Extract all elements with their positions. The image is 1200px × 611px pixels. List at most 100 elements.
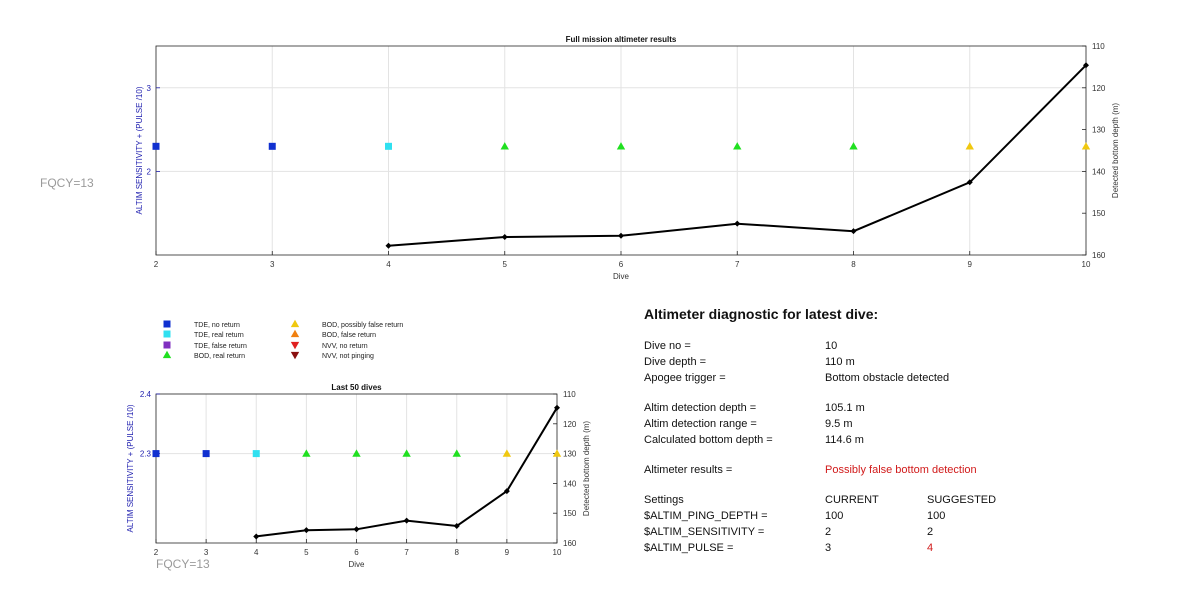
- last-50-x-tick-label: 9: [505, 548, 510, 557]
- sensitivity-label: $ALTIM_SENSITIVITY =: [644, 526, 765, 538]
- last-50-x-tick-label: 4: [254, 548, 259, 557]
- full-mission-bottom-depth-point: [385, 242, 392, 249]
- ping-depth-suggested: 100: [927, 510, 946, 522]
- last-50-status-marker: [252, 450, 260, 458]
- legend-label: BOD, possibly false return: [322, 322, 403, 329]
- legend-label: TDE, no return: [194, 322, 240, 329]
- altimeter-diagnostic-panel: Altimeter diagnostic for latest dive: Di…: [644, 306, 1164, 556]
- legend-label: BOD, false return: [322, 332, 376, 339]
- last-50-y2-axis-label: Detected bottom depth (m): [582, 421, 591, 516]
- last-50-x-tick-label: 10: [553, 548, 562, 557]
- apogee-value: Bottom obstacle detected: [825, 372, 950, 384]
- legend-marker: [290, 329, 300, 338]
- full-mission-status-marker: [385, 142, 392, 150]
- results-row: Altimeter results = Possibly false botto…: [644, 462, 1164, 478]
- altim-range-row: Altim detection range = 9.5 m: [644, 416, 1164, 432]
- full-mission-y2-axis-label: Detected bottom depth (m): [1111, 103, 1120, 198]
- last-50-status-marker: [502, 449, 512, 457]
- last-50-y-tick-label: 2.4: [140, 390, 152, 399]
- last-50-status-marker: [202, 450, 210, 458]
- calc-bottom-label: Calculated bottom depth =: [644, 434, 773, 446]
- full-mission-y2-tick-label: 150: [1092, 209, 1106, 218]
- full-mission-x-axis-label: Dive: [613, 272, 630, 281]
- full-mission-x-tick-label: 2: [154, 260, 159, 269]
- dive-depth-value: 110 m: [825, 356, 855, 368]
- full-mission-x-tick-label: 5: [503, 260, 508, 269]
- last-50-status-marker: [352, 449, 361, 457]
- last-50-x-tick-label: 7: [404, 548, 409, 557]
- full-mission-status-marker: [268, 142, 276, 150]
- last-50-bottom-depth-point: [253, 533, 260, 540]
- pulse-row: $ALTIM_PULSE = 3 4: [644, 540, 1164, 556]
- full-mission-x-tick-label: 7: [735, 260, 740, 269]
- last-50-x-tick-label: 2: [154, 548, 159, 557]
- full-mission-status-marker: [965, 142, 974, 150]
- sensitivity-current: 2: [825, 526, 832, 538]
- full-mission-status-marker: [152, 142, 160, 150]
- dive-no-row: Dive no = 10: [644, 338, 1164, 354]
- dive-no-label: Dive no =: [644, 340, 691, 352]
- last-50-status-marker: [302, 449, 311, 457]
- altim-depth-value: 105.1 m: [825, 402, 865, 414]
- altim-range-label: Altim detection range =: [644, 418, 757, 430]
- apogee-label: Apogee trigger =: [644, 372, 726, 384]
- full-mission-bottom-depth-point: [734, 220, 741, 227]
- legend-label: NVV, no return: [322, 343, 368, 350]
- last-50-x-tick-label: 5: [304, 548, 309, 557]
- last-50-status-marker: [402, 449, 411, 457]
- full-mission-status-marker: [733, 142, 742, 150]
- last-50-bottom-depth-point: [403, 517, 410, 524]
- last-50-bottom-depth-point: [503, 488, 510, 495]
- sensitivity-suggested: 2: [927, 526, 934, 538]
- dive-no-value: 10: [825, 340, 838, 352]
- last-50-status-marker: [552, 449, 562, 457]
- last-50-chart-title: Last 50 dives: [331, 383, 382, 392]
- full-mission-x-tick-label: 10: [1082, 260, 1091, 269]
- last-50-x-axis-label: Dive: [348, 560, 365, 569]
- calc-bottom-row: Calculated bottom depth = 114.6 m: [644, 432, 1164, 448]
- last-50-y2-tick-label: 150: [563, 509, 577, 518]
- full-mission-x-tick-label: 8: [851, 260, 856, 269]
- full-mission-bottom-depth-point: [1083, 62, 1089, 69]
- ping-depth-label: $ALTIM_PING_DEPTH =: [644, 510, 768, 522]
- full-mission-status-marker: [1081, 142, 1091, 150]
- pulse-suggested: 4: [927, 542, 934, 554]
- pulse-current: 3: [825, 542, 832, 554]
- last-50-bottom-depth-point: [453, 523, 460, 530]
- last-50-y-tick-label: 2.3: [140, 450, 152, 459]
- suggested-header: SUGGESTED: [927, 494, 997, 506]
- settings-header-row: Settings CURRENT SUGGESTED: [644, 492, 1164, 508]
- calc-bottom-value: 114.6 m: [825, 434, 864, 446]
- legend-label: TDE, real return: [194, 332, 244, 339]
- full-mission-y2-tick-label: 160: [1092, 251, 1106, 260]
- legend-marker: [163, 341, 171, 349]
- apogee-row: Apogee trigger = Bottom obstacle detecte…: [644, 370, 1164, 386]
- altim-depth-row: Altim detection depth = 105.1 m: [644, 400, 1164, 416]
- ping-depth-current: 100: [825, 510, 844, 522]
- full-mission-x-tick-label: 4: [386, 260, 391, 269]
- results-label: Altimeter results =: [644, 464, 733, 476]
- legend-label: BOD, real return: [194, 353, 245, 360]
- last-50-status-marker: [452, 449, 461, 457]
- sensitivity-row: $ALTIM_SENSITIVITY = 2 2: [644, 524, 1164, 540]
- ping-depth-row: $ALTIM_PING_DEPTH = 100 100: [644, 508, 1164, 524]
- full-mission-status-marker: [500, 142, 509, 150]
- full-mission-bottom-depth-point: [618, 232, 624, 239]
- full-mission-x-tick-label: 9: [968, 260, 973, 269]
- legend-marker: [163, 330, 171, 338]
- last-50-x-tick-label: 8: [455, 548, 460, 557]
- last-50-y-axis-label: ALTIM SENSITIVITY + (PULSE /10): [126, 404, 135, 532]
- legend-marker: [162, 350, 172, 359]
- diagnostic-title: Altimeter diagnostic for latest dive:: [644, 306, 879, 322]
- full-mission-bottom-depth-point: [850, 228, 857, 235]
- full-mission-y2-tick-label: 120: [1092, 84, 1106, 93]
- last-50-y2-tick-label: 110: [563, 390, 576, 399]
- current-header: CURRENT: [825, 494, 879, 506]
- settings-label: Settings: [644, 494, 684, 506]
- dive-depth-row: Dive depth = 110 m: [644, 354, 1164, 370]
- last-50-bottom-depth-point: [303, 527, 310, 534]
- last-50-x-tick-label: 3: [204, 548, 209, 557]
- full-mission-y-tick-label: 2: [147, 167, 152, 176]
- fqcy-label-bottom: FQCY=13: [156, 557, 210, 571]
